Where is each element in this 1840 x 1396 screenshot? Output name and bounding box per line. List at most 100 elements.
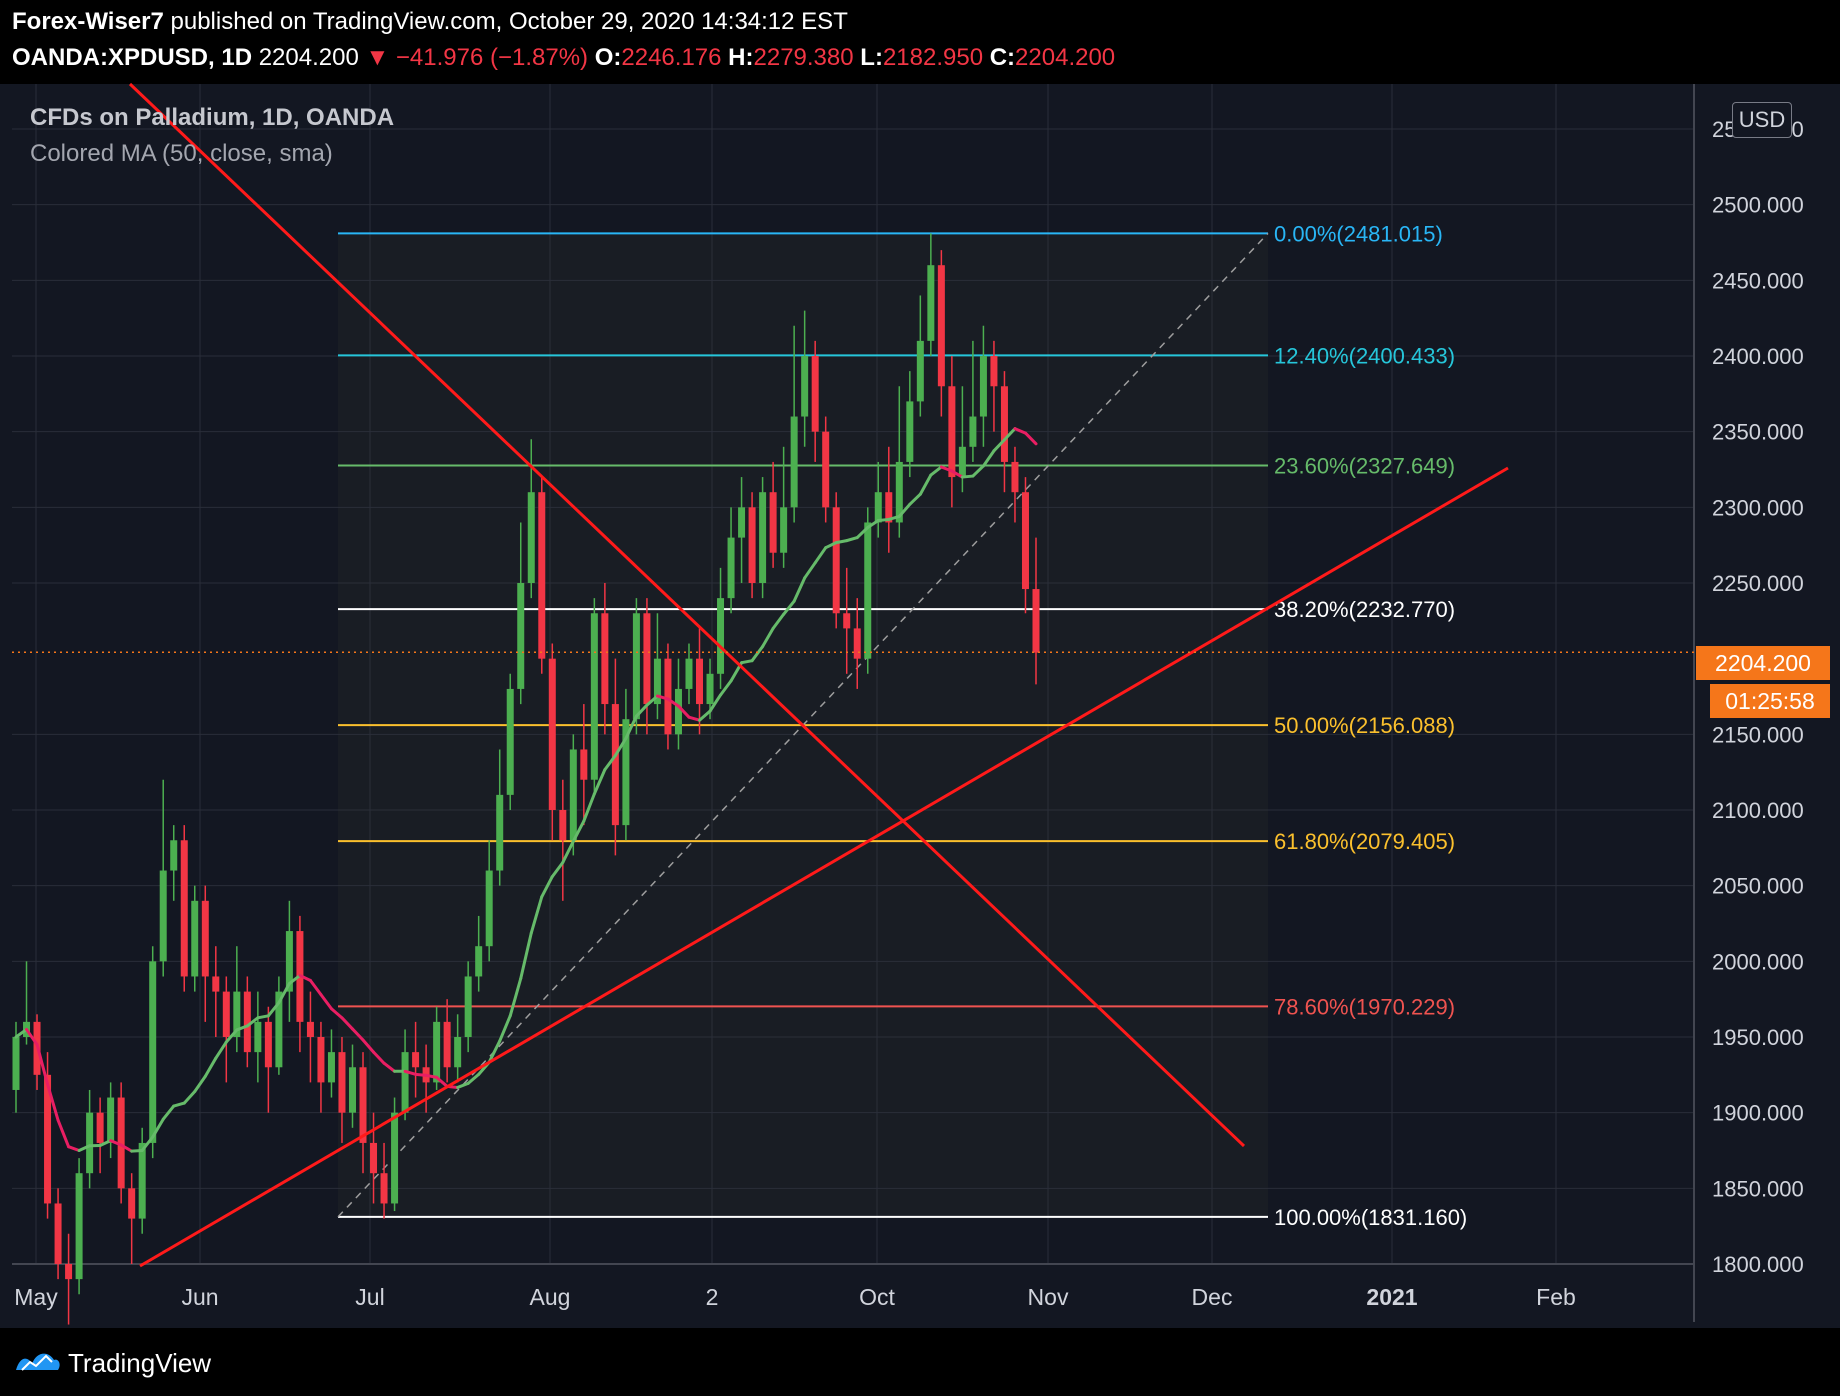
candle-body [748, 507, 756, 583]
moving-average-segment [466, 1072, 481, 1085]
moving-average-segment [750, 645, 765, 663]
candle-body [1032, 589, 1040, 653]
moving-average-segment [550, 860, 565, 879]
candle-body [306, 1021, 314, 1037]
moving-average-segment [214, 1040, 228, 1060]
moving-average-segment [845, 536, 859, 543]
moving-average-segment [529, 895, 544, 935]
moving-average-segment [719, 679, 733, 697]
moving-average-segment [740, 659, 754, 665]
moving-average-segment [613, 736, 628, 758]
last-price: 2204.200 [258, 44, 359, 71]
candle-body [769, 492, 777, 553]
candle-body [348, 1067, 356, 1113]
candle-body [44, 1074, 52, 1204]
moving-average-segment [361, 1038, 376, 1054]
moving-average-segment [46, 1082, 60, 1122]
author-name[interactable]: Forex-Wiser7 [12, 8, 164, 35]
candle-body [569, 749, 577, 841]
moving-average-segment [855, 526, 870, 540]
moving-average-segment [25, 1027, 39, 1047]
publish-info: Forex-Wiser7 published on TradingView.co… [12, 8, 848, 36]
fib-level-label: 50.00%(2156.088) [1274, 713, 1455, 738]
moving-average-segment [319, 993, 333, 1011]
moving-average-segment [761, 626, 775, 649]
close-value: 2204.200 [1015, 44, 1116, 71]
candle-body [811, 356, 819, 432]
moving-average-segment [287, 973, 302, 986]
x-tick-label: Aug [530, 1284, 571, 1310]
candle-body [54, 1203, 62, 1264]
fib-level-label: 38.20%(2232.770) [1274, 597, 1455, 622]
candle-body [643, 613, 651, 705]
moving-average-segment [960, 474, 975, 479]
candle-body [674, 688, 682, 735]
currency-button[interactable]: USD [1732, 102, 1792, 138]
moving-average-segment [792, 576, 807, 603]
candle-body [338, 1052, 346, 1113]
moving-average-segment [1002, 427, 1017, 442]
candle-body [685, 658, 693, 689]
candle-body [170, 840, 178, 871]
moving-average-segment [561, 839, 575, 864]
fib-level-label: 23.60%(2327.649) [1274, 453, 1455, 478]
candle-body [359, 1067, 367, 1143]
candle-body [12, 1037, 20, 1090]
moving-average-segment [571, 819, 586, 843]
candle-body [527, 492, 535, 583]
chart-legend-indicator[interactable]: Colored MA (50, close, sma) [30, 140, 333, 167]
candle-body [706, 673, 714, 705]
moving-average-segment [372, 1050, 386, 1065]
candle-body [874, 492, 882, 523]
x-tick-label: 2 [706, 1284, 719, 1310]
moving-average-segment [634, 703, 649, 718]
moving-average-segment [140, 1135, 155, 1152]
fib-level-label: 0.00%(2481.015) [1274, 221, 1443, 246]
candle-body [601, 613, 609, 705]
y-tick-label: 1950.000 [1712, 1025, 1804, 1050]
fib-level-label: 78.60%(1970.229) [1274, 994, 1455, 1019]
y-tick-label: 2000.000 [1712, 949, 1804, 974]
moving-average-segment [971, 464, 985, 478]
moving-average-segment [235, 1024, 249, 1032]
brand-name[interactable]: TradingView [68, 1348, 212, 1378]
y-tick-label: 2400.000 [1712, 344, 1804, 369]
moving-average-segment [508, 976, 523, 1018]
y-tick-label: 2150.000 [1712, 722, 1804, 747]
moving-average-segment [151, 1117, 165, 1139]
candle-body [895, 461, 903, 523]
candle-body [790, 416, 798, 508]
low-label: L: [860, 44, 883, 71]
x-tick-label: May [14, 1284, 58, 1310]
open-label: O: [594, 44, 622, 71]
moving-average-segment [193, 1074, 207, 1093]
moving-average-segment [1013, 427, 1027, 435]
moving-average-segment [487, 1039, 502, 1064]
candle-body [1011, 461, 1019, 493]
candle-body [590, 613, 598, 780]
candle-body [243, 991, 251, 1053]
footer-bar: TradingView [0, 1328, 1840, 1396]
candle-body [822, 431, 830, 508]
candle-body [317, 1037, 325, 1083]
candle-body [254, 1021, 262, 1053]
candle-body [738, 507, 746, 538]
moving-average-segment [77, 1144, 92, 1152]
moving-average-segment [866, 518, 880, 530]
candle-body [548, 658, 556, 810]
moving-average-segment [424, 1073, 439, 1079]
moving-average-segment [203, 1056, 218, 1078]
candle-body [149, 961, 157, 1143]
candle-body [201, 900, 209, 977]
candle-body [433, 1021, 441, 1083]
candle-body [443, 1021, 451, 1068]
candle-body [611, 704, 619, 826]
moving-average-segment [834, 539, 849, 545]
close-label: C: [989, 44, 1016, 71]
ascending-trendline [139, 466, 1509, 1268]
candle-body [664, 658, 672, 735]
moving-average-segment [813, 546, 828, 565]
candle-body [1021, 492, 1029, 590]
y-tick-label: 1850.000 [1712, 1176, 1804, 1201]
